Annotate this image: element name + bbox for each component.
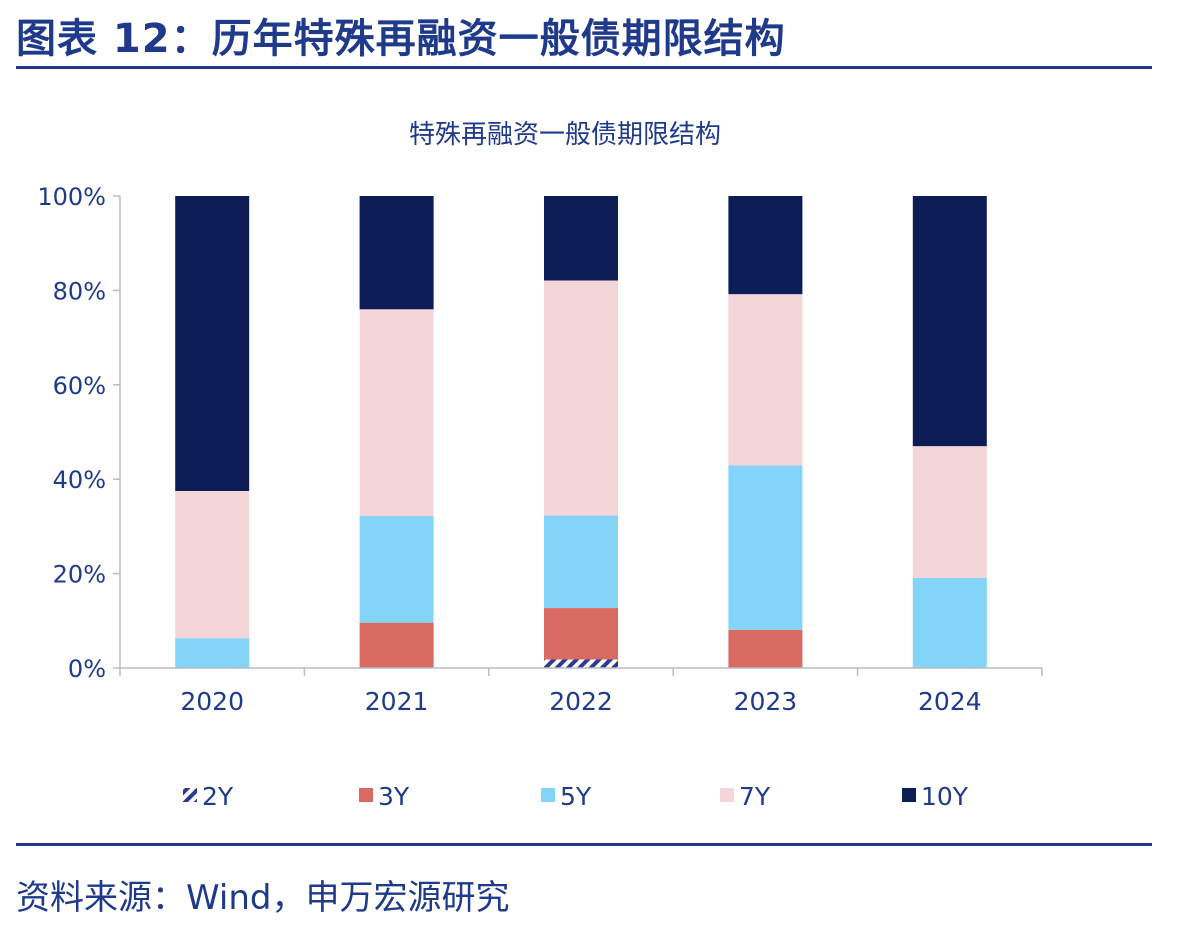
x-tick-label-2020: 2020	[180, 687, 244, 716]
bar-segment-2024-10Y	[912, 196, 987, 447]
legend-swatch-10Y	[902, 788, 916, 802]
bar-segment-2022-5Y	[544, 515, 618, 609]
bar-segment-2024-7Y	[912, 446, 987, 578]
bar-segment-2021-10Y	[359, 196, 434, 310]
header-divider	[16, 66, 1152, 69]
y-tick-label: 0%	[68, 655, 106, 683]
y-tick-label: 60%	[53, 372, 106, 400]
x-tick-label-2024: 2024	[918, 687, 982, 716]
bar-segment-2021-3Y	[359, 622, 434, 668]
bar-segment-2022-3Y	[544, 608, 618, 660]
footer-divider	[16, 843, 1152, 846]
bar-segment-2022-10Y	[544, 196, 618, 281]
bar-segment-2023-3Y	[728, 629, 803, 668]
legend-label-5Y: 5Y	[560, 782, 592, 811]
legend-label-2Y: 2Y	[202, 782, 234, 811]
chart-title: 特殊再融资一般债期限结构	[408, 120, 721, 150]
legend-swatch-7Y	[720, 788, 734, 802]
bar-segment-2021-7Y	[359, 309, 434, 517]
legend-label-7Y: 7Y	[739, 782, 771, 811]
y-tick-label: 20%	[53, 561, 106, 589]
y-tick-label: 100%	[37, 183, 106, 211]
bar-segment-2022-7Y	[544, 280, 618, 516]
x-tick-label-2021: 2021	[365, 687, 429, 716]
legend-label-10Y: 10Y	[921, 782, 969, 811]
bar-segment-2020-10Y	[175, 196, 250, 491]
bar-segment-2020-5Y	[175, 638, 250, 668]
bar-segment-2021-5Y	[359, 516, 434, 623]
legend-label-3Y: 3Y	[378, 782, 410, 811]
legend-swatch-5Y	[541, 788, 555, 802]
bar-segment-2023-5Y	[728, 465, 803, 630]
y-tick-label: 40%	[53, 466, 106, 494]
x-tick-label-2022: 2022	[549, 687, 613, 716]
bar-segment-2024-5Y	[912, 577, 987, 668]
x-tick-label-2023: 2023	[734, 687, 798, 716]
legend-swatch-3Y	[359, 788, 373, 802]
bar-segment-2020-7Y	[175, 491, 250, 639]
bar-segment-2022-2Y	[544, 659, 618, 668]
source-note: 资料来源：Wind，申万宏源研究	[16, 878, 510, 918]
bar-segment-2023-10Y	[728, 196, 803, 295]
bar-segment-2023-7Y	[728, 294, 803, 466]
legend-swatch-2Y	[183, 788, 197, 802]
figure-header-title: 图表 12：历年特殊再融资一般债期限结构	[16, 16, 786, 62]
y-tick-label: 80%	[53, 277, 106, 305]
